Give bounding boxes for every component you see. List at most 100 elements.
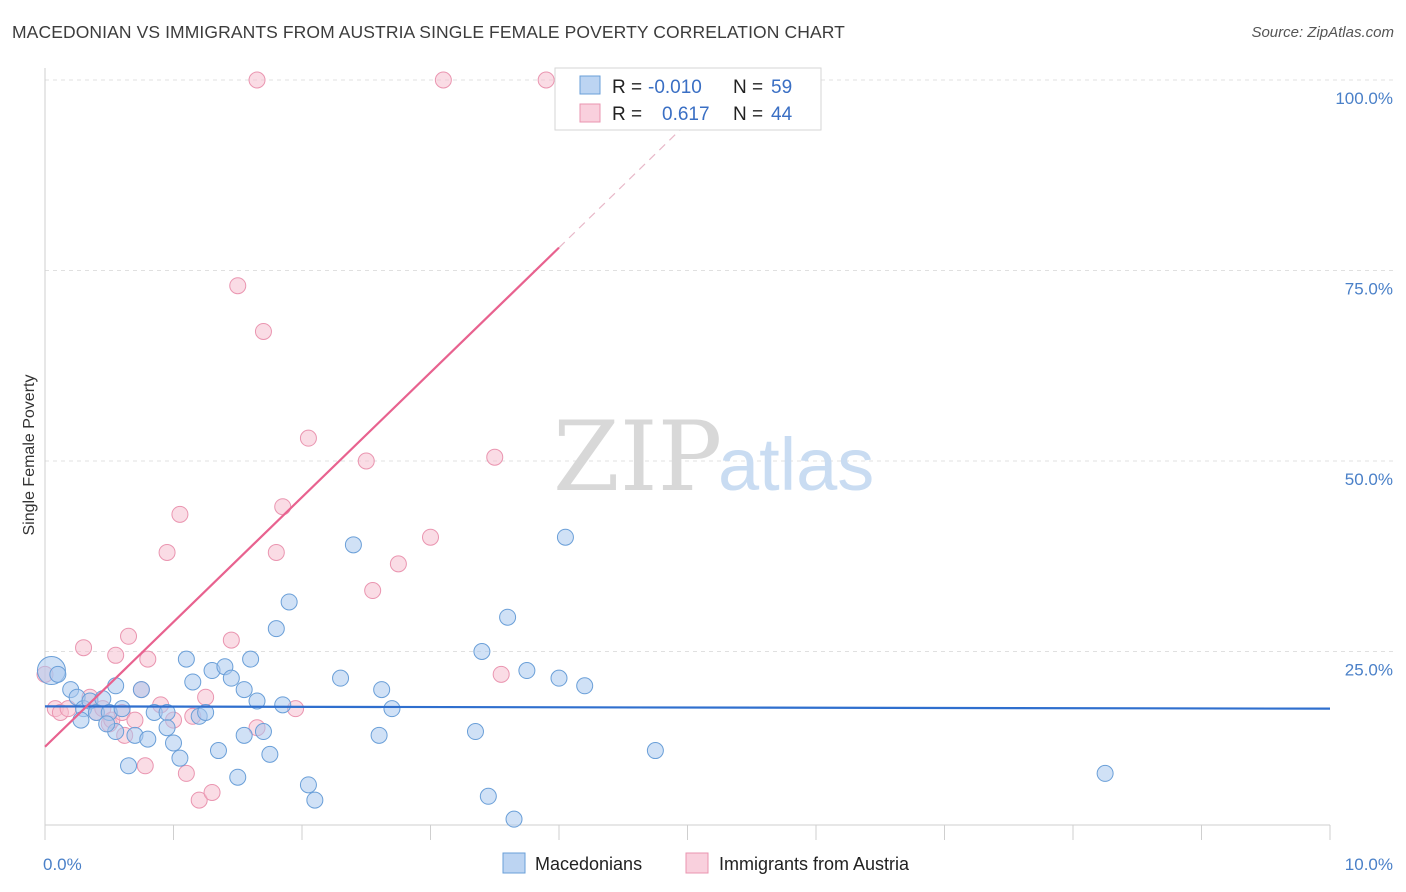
ticks-layer: 25.0% 50.0% 75.0% 100.0% 0.0% 10.0% (43, 89, 1393, 874)
point-macedonian-54 (576, 677, 594, 695)
watermark-zip: ZIP (553, 401, 722, 513)
point-austria-42 (492, 665, 510, 683)
point-macedonian-35 (261, 745, 279, 763)
point-macedonian-29 (222, 669, 240, 687)
trend-line-austria-extension (558, 122, 688, 249)
point-macedonian-33 (248, 692, 266, 710)
point-austria-13 (120, 627, 138, 645)
point-macedonian-46 (466, 723, 484, 741)
point-austria-4 (75, 639, 93, 657)
point-macedonian-19 (158, 719, 176, 737)
point-macedonian-51 (518, 662, 536, 680)
point-austria-32 (267, 543, 285, 561)
watermark-atlas: atlas (718, 423, 874, 506)
legend-r-label-1: R = (612, 77, 642, 98)
point-macedonian-58 (98, 715, 116, 733)
point-austria-21 (171, 505, 189, 523)
trend-line-macedonians (44, 705, 1331, 710)
point-macedonian-11 (113, 700, 131, 718)
point-macedonian-41 (332, 669, 350, 687)
point-macedonian-31 (235, 726, 253, 744)
point-macedonian-36 (267, 620, 285, 638)
trend-layer (44, 122, 1331, 748)
point-austria-35 (299, 429, 317, 447)
point-austria-29 (248, 71, 266, 89)
point-austria-37 (364, 582, 382, 600)
legend-n-value-1: 59 (771, 77, 792, 98)
legend-r-value-2: 0.617 (662, 104, 710, 125)
legend-n-value-2: 44 (771, 104, 793, 125)
point-macedonian-5 (72, 711, 90, 729)
stats-legend: R = -0.010 N = 59 R = 0.617 N = 44 (554, 67, 822, 131)
legend-swatch-pink (579, 103, 601, 123)
point-macedonian-57 (235, 681, 253, 699)
point-macedonian-23 (184, 673, 202, 691)
point-macedonian-13 (132, 681, 150, 699)
point-austria-41 (486, 448, 504, 466)
point-macedonian-27 (209, 742, 227, 760)
point-macedonian-37 (274, 696, 292, 714)
point-macedonian-32 (242, 650, 260, 668)
legend-r-label-2: R = (612, 104, 642, 125)
legend-r-value-1: -0.010 (648, 77, 702, 98)
y-tick-label-3: 100.0% (1335, 89, 1393, 108)
point-macedonian-25 (197, 703, 215, 721)
x-tick-label-0: 0.0% (43, 855, 82, 874)
point-austria-22 (177, 764, 195, 782)
point-macedonian-17 (120, 757, 138, 775)
point-macedonian-47 (473, 643, 491, 660)
point-macedonian-12 (107, 677, 125, 695)
bottom-legend-label-austria: Immigrants from Austria (719, 854, 910, 874)
point-austria-10 (107, 646, 125, 664)
x-tick-label-1: 10.0% (1345, 855, 1393, 874)
y-tick-label-0: 25.0% (1345, 661, 1393, 680)
point-austria-17 (139, 650, 157, 668)
point-austria-33 (274, 498, 292, 516)
point-austria-38 (389, 555, 407, 573)
point-austria-27 (222, 631, 240, 649)
point-macedonian-56 (1096, 764, 1114, 782)
legend-n-label-1: N = (733, 77, 763, 98)
chart-title: MACEDONIAN VS IMMIGRANTS FROM AUSTRIA SI… (12, 22, 845, 42)
point-austria-25 (197, 688, 215, 706)
point-macedonian-18 (139, 730, 157, 748)
point-macedonian-43 (370, 726, 388, 744)
legend-n-label-2: N = (733, 104, 763, 125)
point-macedonian-40 (306, 791, 324, 809)
point-austria-43 (537, 71, 555, 89)
grid-layer (45, 79, 1395, 652)
bottom-legend-label-macedonians: Macedonians (535, 854, 642, 874)
point-macedonian-45 (383, 700, 401, 718)
y-tick-label-1: 50.0% (1345, 470, 1393, 489)
point-macedonian-53 (556, 528, 574, 546)
point-austria-28 (229, 277, 247, 295)
bottom-legend-swatch-blue (502, 852, 526, 874)
point-macedonian-20 (165, 734, 182, 752)
series-legend: Macedonians Immigrants from Austria (502, 852, 910, 874)
point-macedonian-21 (171, 749, 189, 767)
trend-line-austria (44, 246, 560, 748)
point-macedonian-49 (499, 608, 517, 626)
y-tick-label-2: 75.0% (1345, 280, 1393, 299)
point-austria-39 (422, 528, 439, 546)
point-macedonian-22 (177, 650, 195, 668)
point-austria-40 (434, 71, 452, 89)
point-macedonian-38 (280, 593, 298, 611)
point-austria-24 (190, 791, 208, 809)
point-macedonian-44 (373, 681, 391, 699)
bottom-legend-swatch-pink (685, 852, 709, 874)
watermark: ZIP atlas (553, 401, 874, 513)
point-austria-19 (158, 543, 176, 561)
point-macedonian-34 (254, 723, 272, 741)
axes-layer (44, 68, 1331, 840)
point-macedonian-48 (479, 787, 497, 805)
point-macedonian-55 (646, 742, 664, 760)
point-austria-36 (357, 452, 375, 470)
chart-source: Source: ZipAtlas.com (1251, 24, 1394, 41)
series-immigrants-from-austria (36, 71, 555, 809)
point-austria-26 (203, 783, 221, 801)
point-macedonian-30 (229, 768, 247, 786)
point-macedonian-42 (344, 536, 362, 554)
series-macedonians (36, 528, 1114, 828)
